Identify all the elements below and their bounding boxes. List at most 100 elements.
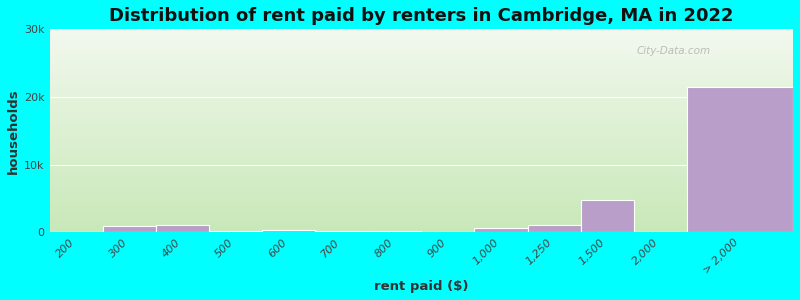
Bar xyxy=(50,220,793,221)
Bar xyxy=(50,77,793,78)
Bar xyxy=(50,217,793,218)
Bar xyxy=(50,153,793,154)
Bar xyxy=(50,87,793,88)
Bar xyxy=(50,219,793,220)
Bar xyxy=(50,188,793,189)
Bar xyxy=(50,60,793,61)
Bar xyxy=(50,210,793,211)
Bar xyxy=(50,129,793,130)
Bar xyxy=(50,225,793,226)
Bar xyxy=(50,98,793,99)
Bar xyxy=(50,54,793,55)
Bar xyxy=(50,187,793,188)
Bar xyxy=(50,222,793,223)
Bar xyxy=(50,227,793,228)
Bar xyxy=(50,72,793,73)
Bar xyxy=(50,185,793,187)
Bar xyxy=(368,231,422,232)
Bar xyxy=(50,215,793,216)
Bar xyxy=(50,149,793,150)
Bar xyxy=(50,104,793,105)
Bar xyxy=(50,142,793,143)
Bar xyxy=(50,75,793,76)
Bar xyxy=(50,181,793,182)
Bar xyxy=(50,211,793,212)
Bar xyxy=(50,107,793,108)
Bar xyxy=(50,223,793,224)
Bar xyxy=(50,130,793,131)
Bar xyxy=(50,193,793,194)
Bar xyxy=(50,81,793,82)
Bar xyxy=(50,177,793,178)
Bar xyxy=(50,103,793,104)
Bar xyxy=(50,199,793,200)
Bar xyxy=(50,102,793,104)
Bar xyxy=(50,62,793,63)
Bar xyxy=(50,132,793,133)
Bar xyxy=(50,86,793,87)
Bar xyxy=(50,206,793,207)
Bar xyxy=(50,224,793,225)
Bar xyxy=(50,82,793,83)
Bar xyxy=(50,192,793,193)
Bar xyxy=(50,152,793,153)
Bar xyxy=(50,44,793,46)
Bar xyxy=(50,110,793,112)
Bar xyxy=(50,66,793,67)
Bar xyxy=(50,213,793,214)
Bar xyxy=(50,61,793,62)
Bar xyxy=(50,216,793,217)
Bar xyxy=(50,146,793,147)
Bar xyxy=(527,225,581,232)
Bar xyxy=(50,116,793,118)
Bar xyxy=(50,38,793,39)
Bar xyxy=(50,158,793,159)
Bar xyxy=(50,145,793,146)
Bar xyxy=(50,202,793,203)
Bar xyxy=(50,195,793,196)
Bar xyxy=(50,29,793,30)
Bar xyxy=(50,127,793,128)
Bar xyxy=(50,121,793,122)
Bar xyxy=(687,87,793,232)
Bar xyxy=(50,161,793,162)
Bar xyxy=(50,168,793,169)
Bar xyxy=(50,221,793,222)
Bar xyxy=(50,205,793,206)
Bar xyxy=(50,91,793,92)
Bar xyxy=(50,137,793,138)
Bar xyxy=(50,134,793,135)
Bar xyxy=(50,96,793,97)
Text: City-Data.com: City-Data.com xyxy=(637,46,711,56)
Bar xyxy=(262,230,315,232)
Bar xyxy=(50,74,793,75)
Bar xyxy=(50,159,793,160)
Bar xyxy=(50,50,793,51)
Bar xyxy=(50,68,793,69)
Bar xyxy=(50,59,793,60)
Bar xyxy=(50,57,793,58)
Bar xyxy=(50,163,793,164)
Bar xyxy=(50,41,793,43)
Bar xyxy=(50,85,793,86)
Y-axis label: households: households xyxy=(7,88,20,174)
Bar xyxy=(50,160,793,161)
Bar xyxy=(50,139,793,140)
Bar xyxy=(50,194,793,195)
Bar xyxy=(50,30,793,31)
X-axis label: rent paid ($): rent paid ($) xyxy=(374,280,469,293)
Bar xyxy=(50,144,793,145)
Bar xyxy=(50,170,793,171)
Bar xyxy=(50,154,793,155)
Bar xyxy=(50,120,793,121)
Bar xyxy=(50,122,793,123)
Bar xyxy=(50,204,793,205)
Bar xyxy=(50,32,793,33)
Bar xyxy=(50,169,793,170)
Bar xyxy=(50,106,793,107)
Bar xyxy=(50,207,793,208)
Bar xyxy=(50,108,793,110)
Bar xyxy=(209,231,262,232)
Bar xyxy=(50,156,793,157)
Bar xyxy=(50,95,793,96)
